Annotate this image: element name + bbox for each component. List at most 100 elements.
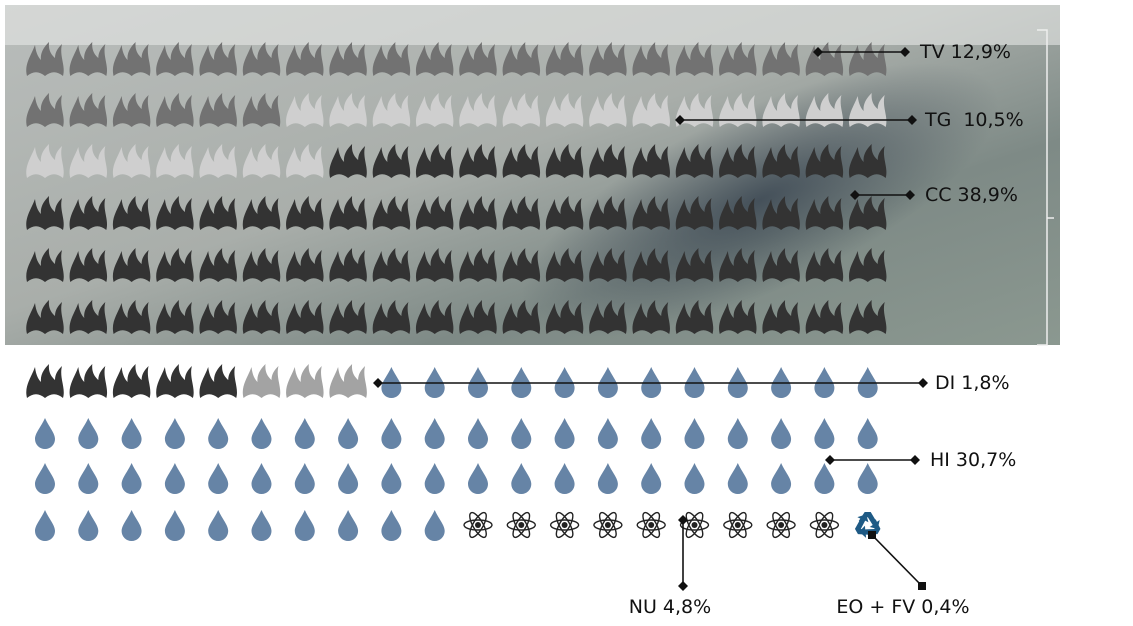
drop-shape: [35, 510, 55, 541]
flame-shape: [113, 364, 150, 398]
drop-shape: [295, 418, 315, 449]
atom-core: [475, 522, 481, 528]
drop-shape: [814, 418, 834, 449]
drop-shape: [252, 463, 272, 494]
drop-icon: [122, 463, 142, 494]
series-value-label: 30,7%: [956, 449, 1016, 471]
flame-shape: [243, 364, 280, 398]
drop-shape: [425, 510, 445, 541]
leader-line: [872, 535, 922, 586]
leader-marker: [910, 455, 920, 465]
series-value-label: 38,9%: [958, 184, 1018, 206]
drop-shape: [468, 418, 488, 449]
flame-shape: [199, 364, 236, 398]
drop-shape: [165, 418, 185, 449]
drop-shape: [35, 418, 55, 449]
drop-shape: [122, 463, 142, 494]
drop-shape: [511, 463, 531, 494]
drop-icon: [295, 510, 315, 541]
drop-icon: [555, 463, 575, 494]
atom-core: [735, 522, 741, 528]
series-name: TG: [924, 109, 951, 131]
series-label: TG 10,5%: [924, 109, 1024, 131]
atom-icon: [681, 510, 709, 539]
flame-icon: [199, 364, 236, 398]
flame-icon: [243, 364, 280, 398]
atom-core: [605, 522, 611, 528]
drop-shape: [468, 463, 488, 494]
drop-shape: [555, 463, 575, 494]
drop-shape: [381, 510, 401, 541]
flame-icon: [70, 364, 107, 398]
drop-shape: [295, 510, 315, 541]
flame-shape: [26, 364, 63, 398]
series-value-label: 0,4%: [921, 596, 969, 618]
drop-icon: [685, 463, 705, 494]
drop-icon: [165, 510, 185, 541]
atom-icon: [464, 510, 492, 539]
atom-icon: [767, 510, 795, 539]
drop-shape: [78, 418, 98, 449]
drop-icon: [685, 418, 705, 449]
drop-icon: [208, 418, 228, 449]
flame-shape: [329, 364, 366, 398]
drop-icon: [468, 463, 488, 494]
drop-icon: [252, 463, 272, 494]
drop-icon: [381, 463, 401, 494]
drop-icon: [252, 418, 272, 449]
drop-shape: [295, 463, 315, 494]
drop-icon: [122, 510, 142, 541]
drop-icon: [338, 463, 358, 494]
series-value-label: 10,5%: [963, 109, 1023, 131]
series-value-label: 1,8%: [961, 372, 1009, 394]
leader-marker: [373, 378, 383, 388]
drop-shape: [425, 463, 445, 494]
drop-icon: [35, 510, 55, 541]
drop-icon: [511, 463, 531, 494]
drop-icon: [814, 463, 834, 494]
drop-icon: [858, 418, 878, 449]
drop-shape: [381, 418, 401, 449]
drop-icon: [165, 463, 185, 494]
drop-shape: [771, 418, 791, 449]
atom-icon: [724, 510, 752, 539]
drop-shape: [35, 463, 55, 494]
drop-icon: [295, 418, 315, 449]
drop-icon: [425, 418, 445, 449]
atom-core: [518, 522, 524, 528]
drop-icon: [78, 418, 98, 449]
series-label: EO + FV 0,4%: [836, 596, 969, 618]
series-name: HI: [930, 449, 950, 471]
series-name: TV: [919, 41, 945, 63]
recycle-icon: [850, 512, 883, 542]
drop-shape: [641, 418, 661, 449]
drop-shape: [858, 418, 878, 449]
drop-shape: [78, 463, 98, 494]
drop-shape: [685, 418, 705, 449]
series-label: DI 1,8%: [935, 372, 1010, 394]
flame-shape: [286, 364, 323, 398]
drop-shape: [78, 510, 98, 541]
drop-icon: [252, 510, 272, 541]
series-name: DI: [935, 372, 955, 394]
atom-icon: [637, 510, 665, 539]
flame-shape: [70, 364, 107, 398]
drop-icon: [78, 510, 98, 541]
atom-icon: [594, 510, 622, 539]
flame-icon: [113, 364, 150, 398]
drop-icon: [338, 418, 358, 449]
drop-shape: [122, 418, 142, 449]
series-label: CC38,9%: [925, 184, 1018, 206]
drop-icon: [295, 463, 315, 494]
series-value-label: 4,8%: [663, 596, 711, 618]
series-label: HI 30,7%: [930, 449, 1016, 471]
atom-core: [821, 522, 827, 528]
drop-icon: [814, 418, 834, 449]
drop-shape: [511, 418, 531, 449]
drop-shape: [338, 418, 358, 449]
drop-icon: [338, 510, 358, 541]
drop-shape: [598, 418, 618, 449]
drop-icon: [555, 418, 575, 449]
series-name: EO + FV: [836, 596, 915, 618]
